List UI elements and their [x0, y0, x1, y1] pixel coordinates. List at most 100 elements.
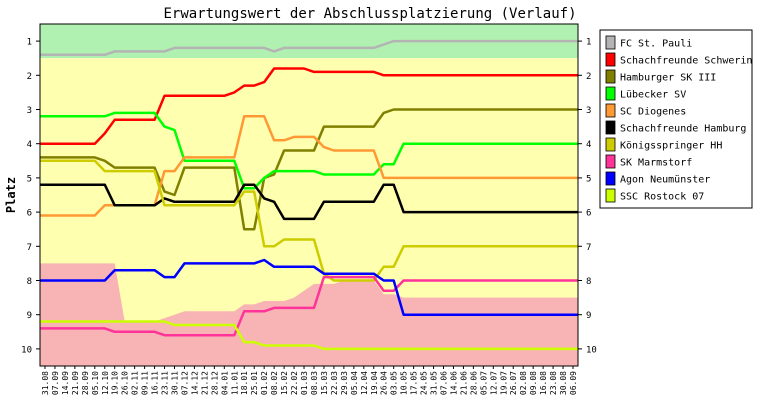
legend-swatch-schachfreunde-schwerin: [605, 52, 616, 67]
x-tick-label: 31.08: [41, 371, 50, 395]
legend-label-fc-st-pauli: FC St. Pauli: [620, 39, 692, 50]
x-tick-label: 23.11: [161, 371, 170, 395]
y-tick-label-left: 3: [27, 106, 32, 116]
x-tick-label: 23.08: [549, 371, 558, 395]
x-tick-label: 12.10: [101, 371, 110, 395]
x-tick-label: 02.08: [519, 371, 528, 395]
x-tick-label: 26.04: [380, 371, 389, 395]
series-lines: [40, 39, 578, 351]
legend-swatch-hamburger-sk-iii: [605, 69, 616, 84]
x-tick-label: 16.11: [151, 371, 160, 395]
x-tick-label: 29.03: [340, 371, 349, 395]
x-tick-label: 09.08: [529, 371, 538, 395]
x-tick-label: 26.07: [509, 371, 518, 395]
legend-label-sc-diogenes: SC Diogenes: [620, 107, 686, 118]
x-tick-label: 30.11: [171, 371, 180, 395]
legend-swatch-fc-st-pauli: [605, 35, 616, 50]
y-tick-label-left: 10: [21, 345, 32, 355]
x-tick-label: 14.06: [449, 371, 458, 395]
y-tick-label-right: 5: [586, 174, 591, 184]
legend-label-l-becker-sv: Lübecker SV: [620, 90, 686, 101]
series-line-schachfreunde-schwerin: [40, 67, 578, 145]
x-tick-label: 15.03: [320, 371, 329, 395]
x-tick-label: 07.09: [51, 371, 60, 395]
y-tick-label-left: 4: [27, 140, 32, 150]
y-axis-label: Platz: [4, 177, 18, 213]
x-tick-label: 14.09: [61, 371, 70, 395]
x-tick-label: 16.08: [539, 371, 548, 395]
legend-swatch-schachfreunde-hamburg: [605, 120, 616, 135]
y-tick-label-left: 1: [27, 38, 32, 48]
zone-relegation: [40, 263, 578, 366]
x-tick-label: 12.07: [489, 371, 498, 395]
x-tick-label: 05.07: [479, 371, 488, 395]
x-tick-label: 04.01: [220, 371, 229, 395]
legend-label-ssc-rostock-07: SSC Rostock 07: [620, 192, 704, 203]
series-line-agon-neum-nster: [40, 258, 578, 316]
legend-label-hamburger-sk-iii: Hamburger SK III: [620, 73, 716, 84]
y-tick-label-right: 7: [586, 243, 591, 253]
series-line-k-nigsspringer-hh: [40, 159, 578, 282]
x-tick-label: 31.05: [430, 371, 439, 395]
x-tick-label: 26.10: [121, 371, 130, 395]
legend-label-schachfreunde-schwerin: Schachfreunde Schwerin: [620, 56, 752, 67]
y-tick-label-left: 6: [27, 209, 32, 219]
y-tick-label-left: 2: [27, 72, 32, 82]
y-tick-label-right: 6: [586, 209, 591, 219]
x-tick-label: 22.03: [330, 371, 339, 395]
x-tick-label: 05.10: [91, 371, 100, 395]
x-tick-label: 09.11: [141, 371, 150, 395]
y-tick-label-right: 2: [586, 72, 591, 82]
x-tick-label: 06.09: [569, 371, 578, 395]
legend-label-k-nigsspringer-hh: Königsspringer HH: [620, 141, 722, 152]
x-tick-label: 28.06: [469, 371, 478, 395]
legend: FC St. Pauli Schachfreunde Schwerin Hambur…: [599, 29, 753, 209]
series-line-l-becker-sv: [40, 111, 578, 190]
x-tick-label: 15.02: [280, 371, 289, 395]
y-tick-label-left: 8: [27, 277, 32, 287]
x-tick-label: 10.05: [400, 371, 409, 395]
x-tick-label: 30.08: [559, 371, 568, 395]
y-tick-label-right: 8: [586, 277, 591, 287]
series-line-sk-marmstorf: [40, 275, 578, 337]
legend-box: [599, 29, 753, 209]
legend-swatch-ssc-rostock-07: [605, 188, 616, 203]
y-tick-label-left: 7: [27, 243, 32, 253]
x-tick-label: 19.07: [499, 371, 508, 395]
y-tick-label-left: 5: [27, 174, 32, 184]
y-tick-label-right: 4: [586, 140, 591, 150]
x-tick-label: 08.02: [270, 371, 279, 395]
legend-swatch-sc-diogenes: [605, 103, 616, 118]
x-tick-label: 01.03: [300, 371, 309, 395]
series-line-ssc-rostock-07: [40, 320, 578, 351]
x-tick-label: 25.01: [250, 371, 259, 395]
x-tick-label: 02.11: [131, 371, 140, 395]
x-tick-label: 17.05: [410, 371, 419, 395]
y-tick-label-right: 3: [586, 106, 591, 116]
x-tick-label: 18.01: [240, 371, 249, 395]
plot-frame: [39, 23, 579, 367]
x-tick-label: 21.12: [200, 371, 209, 395]
series-line-fc-st-pauli: [40, 39, 578, 57]
x-tick-label: 03.05: [390, 371, 399, 395]
x-tick-label: 05.04: [350, 371, 359, 395]
x-tick-label: 24.05: [420, 371, 429, 395]
x-tick-label: 22.02: [290, 371, 299, 395]
x-tick-label: 14.12: [190, 371, 199, 395]
y-tick-label-left: 9: [27, 311, 32, 321]
x-tick-label: 21.06: [459, 371, 468, 395]
x-tick-label: 28.09: [81, 371, 90, 395]
legend-label-sk-marmstorf: SK Marmstorf: [620, 158, 692, 169]
series-line-hamburger-sk-iii: [40, 108, 578, 231]
legend-swatch-agon-neum-nster: [605, 171, 616, 186]
y-tick-label-right: 9: [586, 311, 591, 321]
x-tick-label: 12.04: [360, 371, 369, 395]
legend-label-agon-neum-nster: Agon Neumünster: [620, 175, 710, 186]
x-tick-label: 08.03: [310, 371, 319, 395]
legend-swatch-sk-marmstorf: [605, 154, 616, 169]
chart-title: Erwartungswert der Abschlussplatzierung …: [163, 6, 576, 22]
x-tick-label: 07.06: [440, 371, 449, 395]
